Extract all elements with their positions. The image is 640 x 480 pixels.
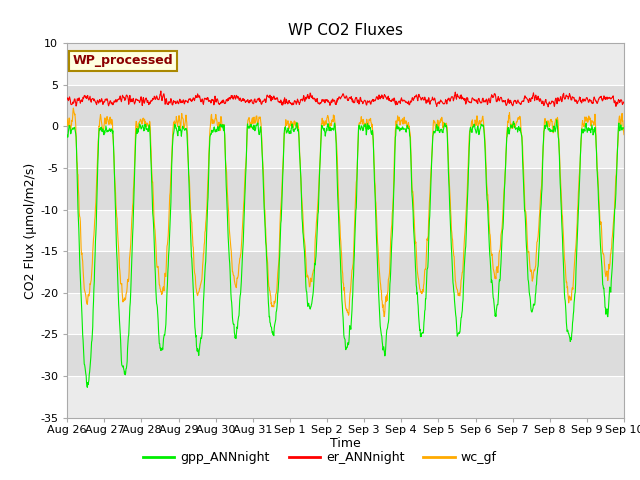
Title: WP CO2 Fluxes: WP CO2 Fluxes <box>288 23 403 38</box>
gpp_ANNnight <box>174 133 182 139</box>
wc_gf <box>433 121 440 127</box>
wc_gf <box>380 314 388 320</box>
X-axis label: Time: Time <box>330 437 361 450</box>
gpp_ANNnight <box>555 136 563 142</box>
gpp_ANNnight <box>250 122 257 128</box>
er_ANNnight <box>555 97 563 103</box>
er_ANNnight <box>433 101 440 107</box>
wc_gf <box>555 134 563 140</box>
er_ANNnight <box>620 100 628 106</box>
Bar <box>67 126 624 168</box>
er_ANNnight <box>188 97 195 103</box>
gpp_ANNnight <box>83 384 91 390</box>
er_ANNnight <box>250 100 257 106</box>
gpp_ANNnight <box>620 126 628 132</box>
gpp_ANNnight <box>553 117 561 123</box>
Line: gpp_ANNnight: gpp_ANNnight <box>67 120 624 387</box>
wc_gf <box>174 120 182 126</box>
er_ANNnight <box>63 96 71 102</box>
gpp_ANNnight <box>63 132 71 138</box>
er_ANNnight <box>505 100 513 106</box>
Legend: gpp_ANNnight, er_ANNnight, wc_gf: gpp_ANNnight, er_ANNnight, wc_gf <box>138 446 502 469</box>
wc_gf <box>63 116 71 122</box>
er_ANNnight <box>157 88 164 94</box>
gpp_ANNnight <box>433 123 440 129</box>
Bar <box>67 376 624 418</box>
Bar <box>67 210 624 251</box>
Bar <box>67 168 624 210</box>
gpp_ANNnight <box>188 253 195 259</box>
gpp_ANNnight <box>505 131 513 137</box>
wc_gf <box>250 115 257 120</box>
Bar <box>67 85 624 126</box>
Bar <box>67 251 624 293</box>
Text: WP_processed: WP_processed <box>73 54 173 67</box>
Y-axis label: CO2 Flux (μmol/m2/s): CO2 Flux (μmol/m2/s) <box>24 162 37 299</box>
wc_gf <box>506 110 513 116</box>
Line: er_ANNnight: er_ANNnight <box>67 91 624 107</box>
Bar <box>67 293 624 335</box>
er_ANNnight <box>545 104 552 110</box>
Bar <box>67 335 624 376</box>
wc_gf <box>70 105 77 111</box>
wc_gf <box>620 132 628 138</box>
wc_gf <box>188 219 195 225</box>
Line: wc_gf: wc_gf <box>67 108 624 317</box>
er_ANNnight <box>174 100 182 106</box>
Bar <box>67 43 624 85</box>
